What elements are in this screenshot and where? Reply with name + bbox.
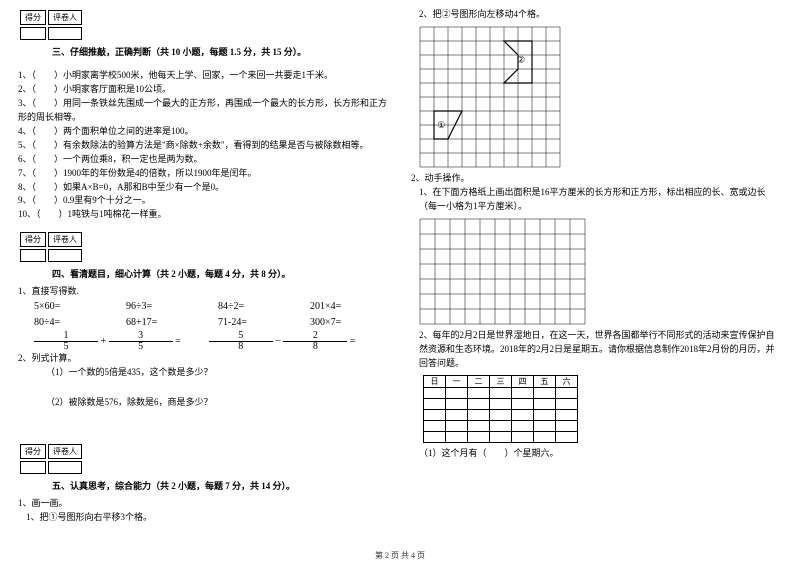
q3-5: 5、（ ）有余数除法的验算方法是"商×除数+余数"，看得到的结果是否与被除数相等… (18, 139, 389, 153)
q3-7: 7、（ ）1900年的年份数是4的倍数，所以1900年是闰年。 (18, 167, 389, 181)
q3-3: 3、（ ）用同一条铁丝先围成一个最大的正方形，再围成一个最大的长方形，长方形和正… (18, 97, 389, 125)
score-box: 得分 评卷人 (18, 8, 389, 42)
page-footer: 第 2 页 共 4 页 (0, 550, 800, 561)
left-column: 得分 评卷人 三、仔细推敲，正确判断（共 10 小题，每题 1.5 分，共 15… (18, 8, 389, 525)
score-box: 得分 评卷人 (18, 442, 389, 476)
score-label: 得分 (20, 10, 46, 25)
q3-6: 6、（ ）一个两位乘8，积一定也是两为数。 (18, 153, 389, 167)
r-q2c: （1）这个月有（ ）个星期六。 (419, 447, 782, 461)
calc-row-frac: 15 + 35 = 58 − 28 = (34, 331, 389, 352)
section5-title: 五、认真思考，综合能力（共 2 小题，每题 7 分，共 14 分）。 (52, 479, 389, 492)
right-column: 2、把②号图形向左移动4个格。 ②① 2、动手操作。 1、在下面方格纸上画出面积… (411, 8, 782, 525)
s5-q1: 1、把①号图形向右平移3个格。 (26, 511, 389, 525)
score-box: 得分 评卷人 (18, 230, 389, 264)
r-q2b: 2、每年的2月2日是世界湿地日，在这一天，世界各国都举行不同形式的活动来宣传保护… (419, 329, 782, 371)
q3-2: 2、（ ）小明家客厅面积是10公顷。 (18, 83, 389, 97)
svg-text:①: ① (437, 120, 445, 130)
frac-expr-b: 58 − 28 = (209, 331, 356, 352)
q3-9: 9、（ ）0.9里有9个十分之一。 (18, 194, 389, 208)
calc-row-1: 5×60= 96÷3= 84÷2= 201×4= (34, 299, 389, 315)
calendar-table: 日一二三四五六 (423, 375, 578, 443)
shape-grid: ②① (419, 26, 782, 168)
section4-title: 四、看清题目，细心计算（共 2 小题，每题 4 分，共 8 分）。 (52, 267, 389, 280)
s4-q2: （2）被除数是576，除数是6，商是多少？ (46, 396, 389, 410)
blank-grid (419, 218, 782, 325)
s4-sub1: 1、直接写得数. (18, 285, 389, 299)
s5-sub1: 1、画一画。 (18, 497, 389, 511)
q3-8: 8、（ ）如果A×B=0，A那和B中至少有一个是0。 (18, 181, 389, 195)
r-q2a: 1、在下面方格纸上画出面积是16平方厘米的长方形和正方形，标出相应的长、宽或边长… (419, 186, 782, 214)
calc-row-2: 80÷4= 68+17= 71-24= 300×7= (34, 315, 389, 331)
s4-sub2: 2、列式计算。 (18, 352, 389, 366)
q3-1: 1、（ ）小明家离学校500米，他每天上学、回家，一个来回一共要走1千米。 (18, 69, 389, 83)
frac-expr-a: 15 + 35 = (34, 331, 181, 352)
q3-4: 4、（ ）两个面积单位之间的进率是100。 (18, 125, 389, 139)
grader-label: 评卷人 (48, 10, 82, 25)
r-q2h: 2、动手操作。 (411, 172, 782, 186)
svg-text:②: ② (517, 54, 525, 64)
s4-q1: （1）一个数的5倍是435，这个数是多少？ (46, 366, 389, 380)
r-top: 2、把②号图形向左移动4个格。 (419, 8, 782, 22)
section3-title: 三、仔细推敲，正确判断（共 10 小题，每题 1.5 分，共 15 分）。 (52, 45, 389, 58)
q3-10: 10、（ ）1吨铁与1吨棉花一样重。 (18, 208, 389, 222)
